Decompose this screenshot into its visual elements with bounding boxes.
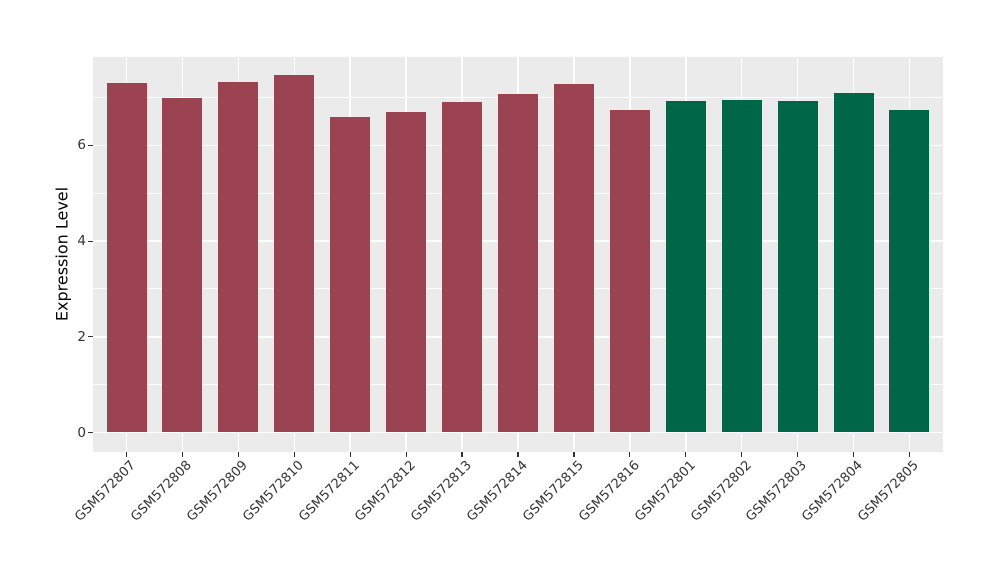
x-axis-tick (573, 452, 575, 457)
bar-GSM572808 (162, 98, 203, 433)
x-axis-tick (125, 452, 128, 457)
y-axis-tick (88, 240, 93, 242)
x-axis-tick (181, 452, 184, 457)
x-axis-tick (517, 452, 519, 457)
bar-GSM572803 (777, 101, 818, 433)
x-axis-tick (349, 452, 351, 457)
x-axis-tick (293, 452, 295, 457)
x-axis-tick (405, 452, 407, 457)
bar-GSM572809 (218, 82, 259, 433)
y-tick-label: 6 (77, 137, 86, 154)
bar-GSM572813 (442, 102, 483, 433)
x-axis-tick (461, 452, 463, 457)
x-axis-tick (852, 452, 855, 457)
bar-GSM572815 (553, 83, 594, 433)
x-axis-tick (908, 452, 911, 457)
x-axis-tick (741, 452, 743, 457)
y-axis-tick (88, 431, 93, 434)
x-axis-tick (797, 452, 799, 457)
y-tick-label: 4 (77, 233, 86, 250)
bar-GSM572814 (498, 94, 538, 433)
bar-GSM572811 (330, 117, 371, 433)
y-axis-tick (88, 336, 93, 338)
y-tick-label: 0 (77, 424, 86, 441)
bar-GSM572805 (889, 109, 930, 433)
y-axis-tick (88, 144, 93, 147)
bar-GSM572804 (833, 93, 874, 433)
y-tick-label: 2 (77, 328, 86, 345)
bar-GSM572812 (386, 111, 427, 433)
bar-GSM572810 (274, 74, 315, 433)
y-axis-title: Expression Level (52, 186, 72, 322)
x-axis-tick (685, 452, 687, 457)
x-axis-tick (237, 452, 239, 457)
bar-GSM572816 (609, 109, 650, 433)
bar-GSM572802 (721, 99, 762, 433)
bar-GSM572807 (106, 82, 147, 433)
x-axis-tick (629, 452, 631, 457)
bar-GSM572801 (665, 100, 706, 433)
